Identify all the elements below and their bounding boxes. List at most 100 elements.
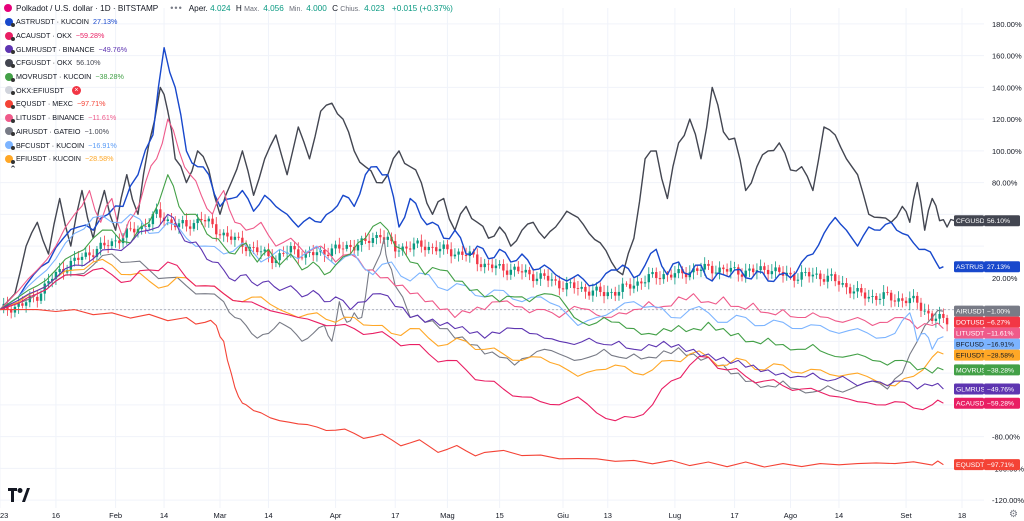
- tag-value-bg: [984, 364, 1020, 376]
- token-icon: [5, 86, 15, 96]
- y-tick-label: -80.00%: [992, 433, 1020, 442]
- candle-body: [587, 291, 591, 296]
- candle-body: [524, 269, 527, 273]
- legend-item[interactable]: ASTRUSDT · KUCOIN 27.13%: [5, 15, 127, 29]
- candle-body: [707, 263, 710, 266]
- candle-body: [438, 248, 442, 252]
- candle-body: [793, 274, 796, 281]
- candle-body: [684, 273, 688, 278]
- chart-header: Polkadot / U.S. dollar · 1D · BITSTAMP •…: [4, 2, 453, 14]
- tag-value: −6.27%: [987, 320, 1010, 327]
- candle-body: [751, 268, 755, 273]
- legend-symbol: EFIUSDT · KUCOIN: [16, 154, 81, 164]
- candle-body: [270, 256, 274, 263]
- legend-item[interactable]: MOVRUSDT · KUCOIN −38.28%: [5, 70, 127, 84]
- candle-body: [211, 218, 214, 225]
- candle-body: [614, 291, 617, 296]
- candle-body: [95, 248, 99, 257]
- candle-body: [192, 223, 196, 229]
- series-line-movrusdt: [0, 174, 944, 374]
- legend-item[interactable]: GLMRUSDT · BINANCE −49.76%: [5, 42, 127, 56]
- candle-body: [759, 266, 762, 271]
- candle-body: [315, 252, 319, 256]
- legend-item[interactable]: EQUSDT · MEXC −97.71%: [5, 97, 127, 111]
- candle-body: [546, 275, 550, 281]
- tag-symbol: BFCUSDT: [956, 342, 988, 349]
- legend-symbol: EQUSDT · MEXC: [16, 99, 73, 109]
- candle-body: [181, 220, 184, 224]
- candle-body: [9, 309, 13, 313]
- legend-item[interactable]: EFIUSDT · KUCOIN −28.58%: [5, 152, 127, 166]
- candle-body: [479, 264, 483, 268]
- candle-body: [177, 223, 181, 228]
- candle-body: [662, 274, 665, 280]
- candle-body: [778, 267, 781, 272]
- more-icon[interactable]: •••: [170, 3, 183, 13]
- candle-body: [274, 260, 278, 263]
- candle-body: [845, 283, 848, 288]
- candle-body: [744, 270, 747, 277]
- candle-body: [591, 290, 595, 296]
- candle-body: [509, 269, 513, 275]
- candle-body: [942, 313, 945, 318]
- candle-body: [133, 228, 136, 233]
- y-tick-label: -120.00%: [992, 496, 1024, 505]
- candle-body: [886, 292, 889, 293]
- candle-body: [863, 292, 867, 299]
- legend-value: −11.61%: [88, 113, 117, 123]
- symbol-title[interactable]: Polkadot / U.S. dollar · 1D · BITSTAMP: [16, 3, 159, 13]
- legend-item[interactable]: BFCUSDT · KUCOIN −16.91%: [5, 138, 127, 152]
- token-icon: [5, 45, 15, 55]
- x-tick-label: 14: [160, 511, 168, 520]
- tag-value-bg: [984, 327, 1020, 339]
- time-scale[interactable]: 2023 16 Feb 14 Mar 14 Apr 17 Mag 15 Giu 13 Lug 17 Ago 1…: [0, 511, 966, 520]
- candle-body: [669, 274, 673, 278]
- candle-body: [599, 286, 602, 293]
- candle-body: [897, 298, 900, 302]
- legend-item[interactable]: LITUSDT · BINANCE −11.61%: [5, 111, 127, 125]
- collapse-legend-icon[interactable]: ⌃: [9, 163, 17, 174]
- candle-body: [356, 245, 360, 251]
- tag-symbol: ACAUSDT: [956, 401, 988, 408]
- candle-body: [632, 285, 636, 289]
- tag-value: −28.58%: [987, 353, 1014, 360]
- candle-body: [147, 224, 151, 228]
- tag-value: 56.10%: [987, 218, 1010, 225]
- legend-value: 56.10%: [76, 58, 101, 68]
- remove-symbol-icon[interactable]: ×: [71, 85, 81, 95]
- candle-body: [215, 224, 218, 235]
- candle-body: [420, 240, 423, 247]
- candle-body: [893, 300, 897, 302]
- tag-value: −49.76%: [987, 386, 1014, 393]
- token-icon: [5, 154, 15, 164]
- legend-item[interactable]: OKX:EFIUSDT ×: [5, 83, 127, 97]
- candle-body: [300, 257, 304, 259]
- legend-item[interactable]: ACAUSDT · OKX −59.28%: [5, 29, 127, 43]
- y-tick-label: 160.00%: [992, 52, 1022, 61]
- candle-body: [655, 272, 658, 279]
- candle-body: [927, 310, 930, 314]
- candle-body: [904, 300, 908, 304]
- tag-symbol-bg: [954, 459, 984, 471]
- tag-value-bg: [984, 316, 1020, 328]
- legend-symbol: AIRUSDT · GATEIO: [16, 126, 81, 136]
- candle-body: [673, 273, 677, 278]
- candle-body: [867, 296, 870, 299]
- candle-body: [166, 219, 169, 222]
- candle-body: [882, 292, 885, 299]
- candle-body: [628, 284, 632, 289]
- tag-symbol: DOTUSD: [956, 320, 985, 327]
- candle-body: [692, 268, 695, 273]
- candle-body: [84, 252, 87, 257]
- legend-item[interactable]: AIRUSDT · GATEIO −1.00%: [5, 125, 127, 139]
- tag-value: 27.13%: [987, 264, 1010, 271]
- legend-value: −49.76%: [98, 44, 128, 54]
- candle-body: [729, 267, 733, 272]
- candle-body: [532, 274, 535, 282]
- legend-item[interactable]: CFGUSDT · OKX 56.10%: [5, 56, 127, 70]
- tradingview-logo-icon[interactable]: [8, 488, 30, 502]
- candle-body: [875, 296, 878, 300]
- settings-gear-icon[interactable]: ⚙: [1009, 509, 1018, 520]
- candle-body: [43, 283, 46, 294]
